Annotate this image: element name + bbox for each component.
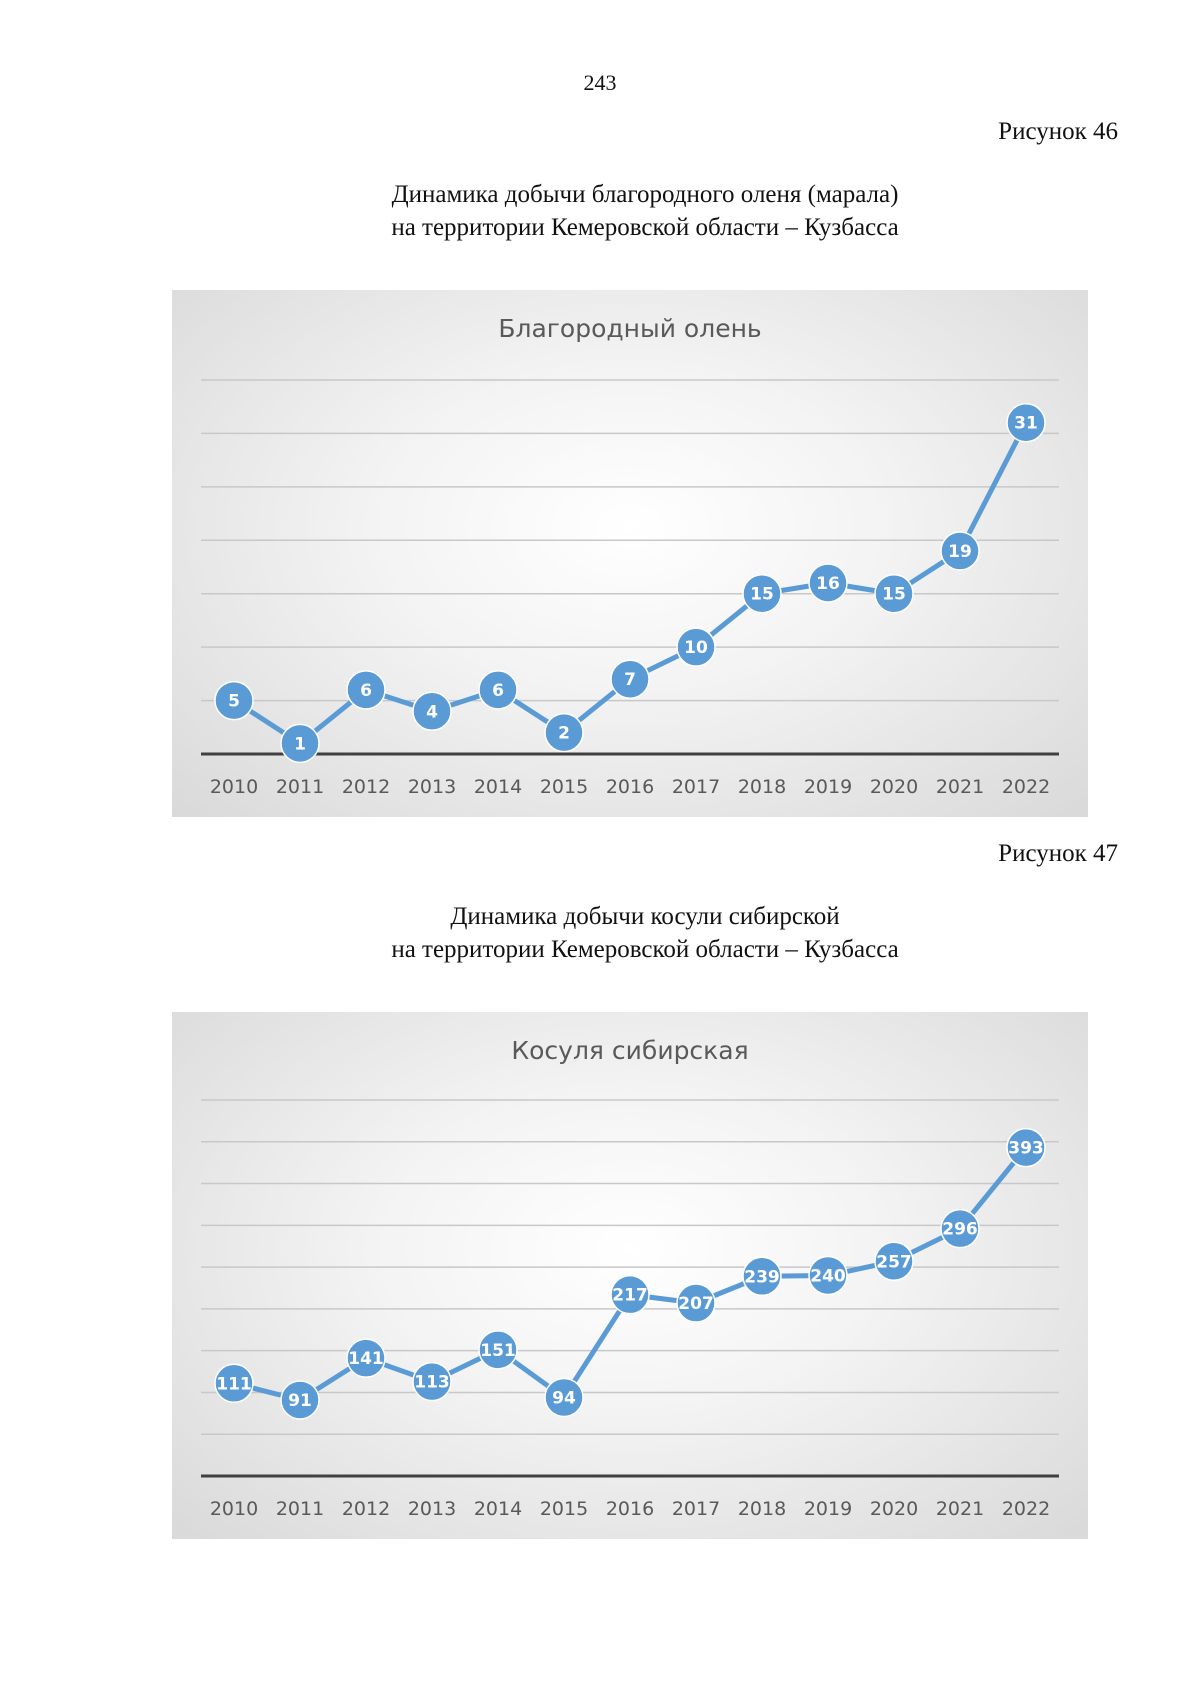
x-tick-label: 2011 (276, 1498, 324, 1520)
x-tick-label: 2016 (606, 776, 654, 798)
chart-red-deer-svg: Благородный олень 2010 2011 2012 2013 2014 201… (201, 314, 1059, 798)
data-point (214, 680, 254, 721)
figure-46-label: Рисунок 46 (998, 118, 1118, 145)
data-point (940, 1208, 980, 1249)
data-point (412, 691, 452, 732)
data-point (214, 1363, 254, 1404)
data-point (874, 1241, 914, 1282)
data-point (610, 1274, 650, 1315)
figure-46-caption-line-2: на территории Кемеровской области – Кузб… (391, 214, 899, 241)
data-label: 10 (684, 638, 708, 658)
data-label: 6 (360, 681, 372, 701)
data-point (808, 1255, 848, 1296)
data-label: 239 (744, 1267, 780, 1287)
page-number: 243 (583, 70, 617, 95)
chart-red-deer: Благородный олень 2010 2011 2012 2013 2014 201… (172, 290, 1088, 817)
x-tick-label: 2013 (408, 1498, 456, 1520)
data-label: 94 (552, 1388, 576, 1408)
x-tick-label: 2012 (342, 776, 390, 798)
data-label: 141 (348, 1349, 384, 1369)
x-tick-label: 2021 (936, 776, 984, 798)
data-label: 15 (882, 585, 906, 605)
x-tick-label: 2022 (1002, 1498, 1050, 1520)
data-label: 4 (426, 702, 438, 722)
x-tick-label: 2016 (606, 1498, 654, 1520)
data-label: 296 (942, 1220, 978, 1240)
figure-47-caption: Динамика добычи косули сибирской на терр… (0, 900, 1200, 966)
x-tick-label: 2012 (342, 1498, 390, 1520)
x-tick-label: 2017 (672, 776, 720, 798)
data-label: 151 (480, 1341, 516, 1361)
figure-47-caption-line-2: на территории Кемеровской области – Кузб… (391, 936, 899, 963)
data-point (478, 1330, 518, 1370)
data-point (1006, 1127, 1046, 1168)
x-tick-label: 2021 (936, 1498, 984, 1520)
figure-46-caption-line-1: Динамика добычи благородного оленя (мара… (391, 181, 899, 208)
data-point (742, 1256, 782, 1297)
data-label: 393 (1008, 1139, 1044, 1159)
figure-46-caption: Динамика добычи благородного оленя (мара… (0, 178, 1200, 244)
data-point (412, 1361, 452, 1402)
x-tick-label: 2014 (474, 1498, 522, 1520)
x-tick-label: 2015 (540, 776, 588, 798)
x-tick-label: 2011 (276, 776, 324, 798)
x-tick-label: 2019 (804, 776, 852, 798)
chart-roe-deer: Косуля сибирская 2010 2011 2012 2013 2014 2015… (172, 1012, 1088, 1539)
data-label: 6 (492, 681, 504, 701)
data-label: 1 (294, 734, 306, 754)
data-label: 5 (228, 692, 240, 712)
x-tick-label: 2010 (210, 1498, 258, 1520)
data-point (280, 1380, 320, 1420)
chart-title: Благородный олень (498, 314, 761, 343)
data-label: 217 (612, 1286, 648, 1306)
data-point (742, 573, 782, 614)
data-label: 207 (678, 1294, 714, 1314)
chart-roe-deer-svg: Косуля сибирская 2010 2011 2012 2013 2014 2015… (201, 1036, 1059, 1520)
data-point (478, 670, 518, 710)
x-tick-label: 2020 (870, 1498, 918, 1520)
x-tick-label: 2015 (540, 1498, 588, 1520)
data-point (346, 1338, 386, 1378)
chart-title: Косуля сибирская (511, 1036, 748, 1065)
data-label: 113 (414, 1373, 450, 1393)
data-label: 16 (816, 574, 840, 594)
x-tick-label: 2018 (738, 1498, 786, 1520)
data-label: 91 (288, 1391, 312, 1411)
data-label: 240 (810, 1266, 846, 1286)
data-point (940, 531, 980, 571)
data-label: 2 (558, 724, 570, 744)
data-point (874, 573, 914, 614)
x-tick-label: 2019 (804, 1498, 852, 1520)
data-point (676, 1283, 716, 1323)
data-label: 19 (948, 542, 972, 562)
data-point (346, 670, 386, 710)
x-tick-label: 2017 (672, 1498, 720, 1520)
data-point (610, 659, 650, 699)
x-tick-label: 2020 (870, 776, 918, 798)
data-point (676, 627, 716, 667)
data-label: 15 (750, 585, 774, 605)
data-point (544, 712, 584, 753)
figure-47-caption-line-1: Динамика добычи косули сибирской (450, 903, 840, 930)
data-point (544, 1377, 584, 1418)
data-label: 7 (624, 670, 636, 690)
figure-47-label: Рисунок 47 (998, 840, 1118, 867)
x-tick-label: 2013 (408, 776, 456, 798)
data-point (808, 563, 848, 603)
x-tick-label: 2014 (474, 776, 522, 798)
x-tick-label: 2010 (210, 776, 258, 798)
x-tick-label: 2018 (738, 776, 786, 798)
x-tick-label: 2022 (1002, 776, 1050, 798)
data-point (280, 723, 320, 764)
data-label: 111 (216, 1374, 252, 1394)
data-label: 31 (1014, 414, 1038, 434)
data-label: 257 (876, 1252, 912, 1272)
data-point (1006, 402, 1046, 443)
